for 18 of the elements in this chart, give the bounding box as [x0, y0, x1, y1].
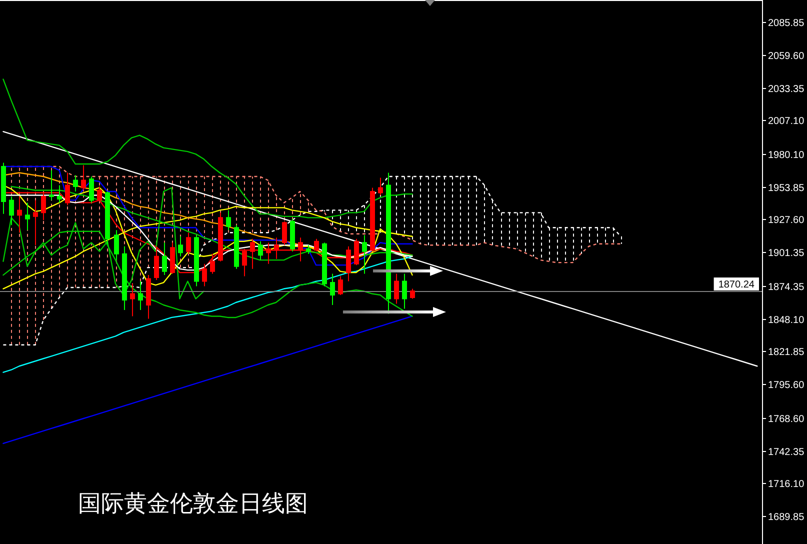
y-tick-label: 2007.10: [768, 116, 805, 127]
y-tick-label: 1848.10: [768, 315, 805, 326]
y-tick-label: 1953.85: [768, 183, 805, 194]
y-tick-label: 1768.60: [768, 414, 805, 425]
y-tick-label: 1821.85: [768, 347, 805, 358]
y-tick-label: 1716.10: [768, 479, 805, 490]
y-tick-label: 2085.85: [768, 18, 805, 29]
y-tick-label: 1980.10: [768, 150, 805, 161]
y-tick-label: 1901.35: [768, 248, 805, 259]
y-tick-label: 2059.60: [768, 51, 805, 62]
y-tick-label: 1927.60: [768, 215, 805, 226]
y-tick-label: 1874.35: [768, 282, 805, 293]
y-tick-label: 2033.35: [768, 84, 805, 95]
ref-line-label: 1870.24: [718, 280, 755, 290]
y-tick-label: 1689.85: [768, 512, 805, 523]
y-tick-label: 1742.35: [768, 447, 805, 458]
y-tick-label: 1795.60: [768, 380, 805, 391]
text: 国际黄金伦敦金日线图: [78, 491, 308, 517]
